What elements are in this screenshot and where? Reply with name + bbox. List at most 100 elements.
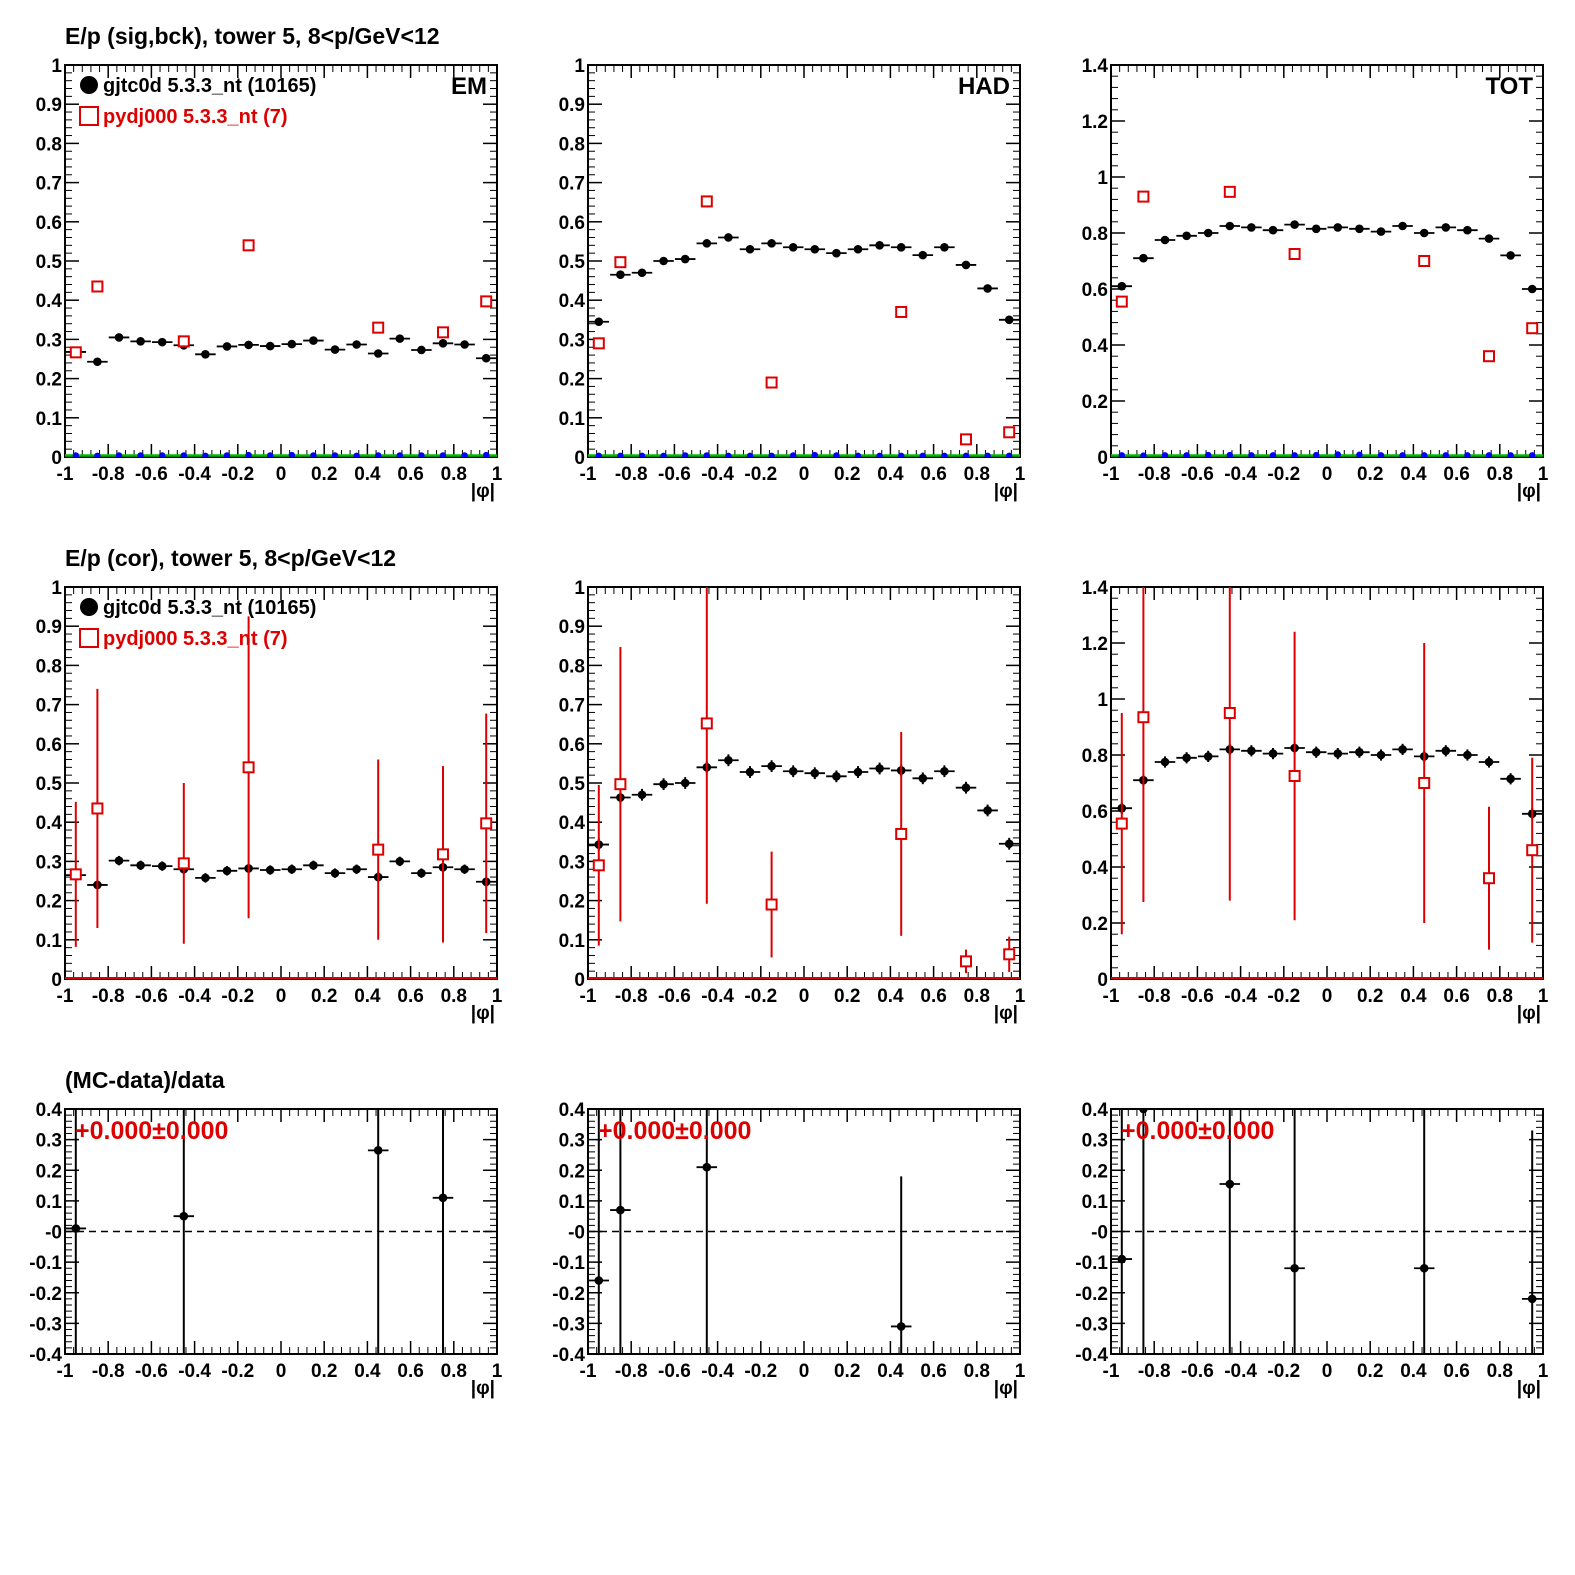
y-tick-label: 0.9: [559, 617, 585, 638]
data-point: [395, 857, 405, 866]
data-point: [1441, 746, 1451, 756]
data-point: [222, 866, 232, 876]
y-tick-label: 0.3: [36, 852, 62, 873]
data-point: [330, 345, 340, 354]
bkg-point: [1118, 452, 1125, 457]
bkg-point: [137, 452, 144, 457]
x-tick-label: -0.2: [1267, 464, 1300, 485]
x-axis-label: |φ|: [994, 1003, 1018, 1024]
y-tick-label: 0.7: [559, 174, 585, 195]
x-tick-label: 1: [1538, 1361, 1549, 1382]
x-tick-label: -0.6: [1181, 1361, 1214, 1382]
bkg-point: [1248, 452, 1255, 457]
x-tick-label: -0.6: [1181, 986, 1214, 1007]
data-point: [637, 268, 647, 278]
x-tick-label: -1: [580, 986, 597, 1007]
data-point: [1463, 750, 1472, 760]
bkg-point: [396, 452, 403, 457]
data-point: [330, 868, 340, 878]
y-tick-label: 1: [1097, 690, 1108, 711]
data-point: [1398, 745, 1407, 754]
y-tick-label: -0: [1091, 1223, 1108, 1244]
data-point: [222, 342, 232, 351]
x-tick-label: -0.4: [701, 1361, 734, 1382]
x-tick-label: -1: [57, 1361, 74, 1382]
mc-point: [177, 335, 190, 348]
x-tick-label: -0.4: [1224, 986, 1257, 1007]
x-tick-label: -1: [580, 464, 597, 485]
plot-1-0: 00.10.20.30.40.50.60.70.80.91-1 -0.8 -0.6-…: [36, 578, 503, 1024]
y-tick-label: 0.9: [36, 95, 62, 116]
data-point: [1004, 315, 1014, 325]
x-tick-label: -0.2: [221, 464, 254, 485]
x-tick-label: 1: [492, 464, 503, 485]
data-point: [853, 767, 863, 777]
data-point: [481, 353, 491, 363]
data-point: [940, 242, 949, 252]
data-point: [983, 806, 992, 815]
y-tick-label: 1: [51, 56, 62, 77]
data-point: [594, 1276, 604, 1285]
x-tick-label: 0.2: [1357, 986, 1383, 1007]
data-point: [352, 864, 361, 874]
data-point: [1355, 224, 1364, 234]
data-point: [460, 340, 469, 349]
data-point: [745, 244, 755, 254]
bkg-point: [660, 452, 667, 457]
x-tick-label: 1: [1015, 986, 1026, 1007]
x-tick-label: 0: [276, 464, 287, 485]
mc-point: [614, 256, 627, 269]
y-tick-label: 0.3: [36, 330, 62, 351]
x-tick-label: -0.8: [92, 464, 125, 485]
data-point: [724, 755, 733, 765]
panel-label: EM: [451, 73, 487, 100]
x-tick-label: 1: [1015, 464, 1026, 485]
fit-label: +0.000±0.000: [598, 1117, 751, 1145]
data-point: [680, 254, 690, 264]
bkg-point: [72, 452, 79, 457]
x-tick-label: 0.4: [354, 1361, 381, 1382]
y-tick-label: 0.7: [36, 696, 62, 717]
data-point: [1182, 231, 1191, 241]
x-tick-label: -1: [580, 1361, 597, 1382]
bkg-point: [1269, 452, 1277, 457]
y-tick-label: 0: [51, 448, 62, 469]
y-tick-label: -0.2: [29, 1284, 62, 1305]
legend-marker-mc: [79, 106, 99, 126]
mc-point: [1003, 426, 1016, 439]
y-tick-label: 0.4: [1082, 858, 1109, 879]
bkg-point: [375, 452, 382, 457]
data-point: [1441, 223, 1451, 232]
y-tick-label: 0.4: [559, 291, 586, 312]
x-tick-label: 0.2: [834, 1361, 860, 1382]
data-point: [594, 317, 604, 327]
data-point: [637, 790, 647, 800]
legend-label-mc: pydj000 5.3.3_nt (7): [103, 628, 288, 650]
row-title-ratio: (MC-data)/data: [65, 1067, 225, 1093]
x-tick-label: 0.4: [354, 464, 381, 485]
x-tick-label: -1: [57, 986, 74, 1007]
x-tick-label: 0.8: [964, 1361, 990, 1382]
x-tick-label: 0.8: [441, 1361, 467, 1382]
data-point: [71, 1224, 81, 1233]
data-point: [1484, 234, 1494, 243]
x-tick-label: -0.8: [615, 986, 648, 1007]
row-title-cor: E/p (cor), tower 5, 8<p/GeV<12: [65, 545, 396, 571]
y-tick-label: -0.3: [1075, 1314, 1108, 1335]
x-tick-label: -0.4: [1224, 1361, 1257, 1382]
bkg-point: [746, 452, 754, 457]
mc-point: [69, 346, 82, 359]
x-tick-label: 0: [799, 986, 810, 1007]
bkg-point: [682, 452, 689, 457]
x-tick-label: 0.6: [920, 464, 946, 485]
bkg-point: [418, 452, 425, 457]
mc-point: [1526, 844, 1539, 857]
data-point: [940, 766, 949, 776]
y-tick-label: 1.4: [1082, 578, 1109, 599]
data-point: [1506, 774, 1515, 784]
x-tick-label: 0.6: [1443, 1361, 1469, 1382]
y-tick-label: 0.3: [559, 852, 585, 873]
data-point: [832, 772, 841, 781]
y-tick-label: 0.1: [1082, 1192, 1109, 1213]
mc-point: [1003, 948, 1016, 961]
